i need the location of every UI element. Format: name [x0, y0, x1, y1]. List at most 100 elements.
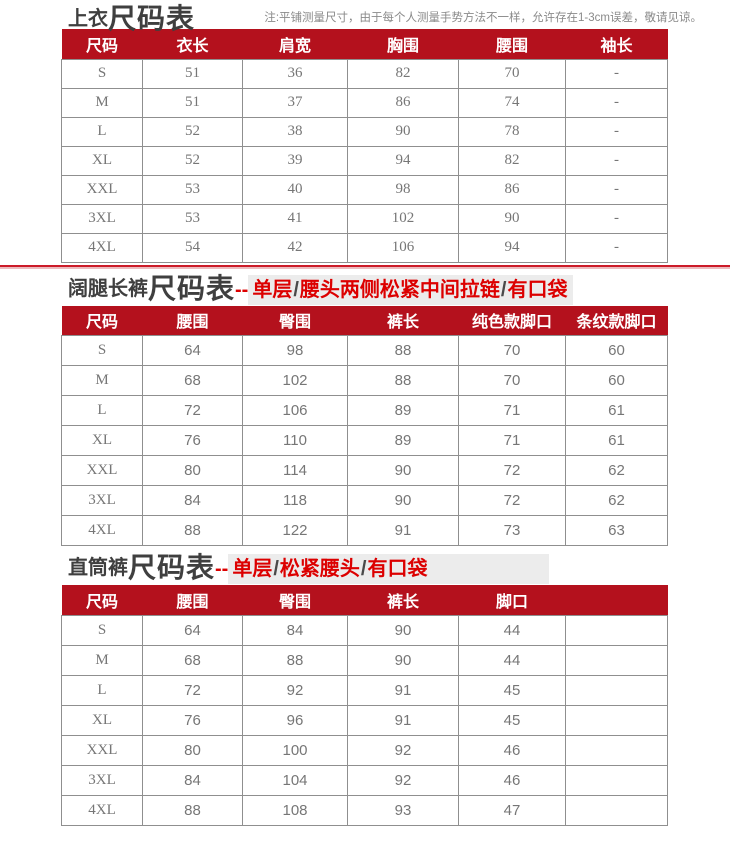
table-row: 3XL 53 41 102 90- — [61, 203, 668, 234]
value-cell: - — [565, 203, 668, 234]
value-cell: 82 — [347, 58, 459, 89]
value-cell: 52 — [142, 145, 243, 176]
tops-size-table: 尺码 衣长 肩宽 胸围 腰围 袖长 S 51 36 82 70- M 51 37 86 74- L 52 38 90… — [61, 29, 668, 263]
size-cell: XL — [61, 145, 143, 176]
size-cell: L — [61, 674, 143, 706]
value-cell: 90 — [347, 455, 459, 486]
value-cell: 46 — [458, 734, 566, 766]
value-cell: 73 — [458, 515, 566, 546]
value-cell: 80 — [142, 734, 243, 766]
value-cell: 90 — [347, 485, 459, 516]
value-cell: - — [565, 58, 668, 89]
column-header: 尺码 — [61, 29, 143, 59]
value-cell: 80 — [142, 455, 243, 486]
column-header: 脚口 — [458, 585, 566, 615]
table-row: S 64 84 90 44 — [61, 614, 668, 646]
size-cell: M — [61, 644, 143, 676]
straight-pants-title-annotation: 单层/松紧腰头/有口袋 — [228, 554, 550, 584]
value-cell: 106 — [347, 232, 459, 263]
value-cell: 88 — [242, 644, 348, 676]
value-cell — [565, 644, 668, 676]
table-row: 4XL 88 122 91 73 63 — [61, 515, 668, 546]
red-divider — [0, 264, 730, 267]
size-cell: XXL — [61, 734, 143, 766]
value-cell: 62 — [565, 455, 668, 486]
value-cell: 71 — [458, 425, 566, 456]
value-cell: 72 — [142, 395, 243, 426]
value-cell: 61 — [565, 395, 668, 426]
size-cell: XL — [61, 704, 143, 736]
value-cell: 98 — [242, 335, 348, 366]
title-dashes: -- — [215, 558, 229, 580]
value-cell: 62 — [565, 485, 668, 516]
size-cell: 4XL — [61, 232, 143, 263]
size-cell: S — [61, 58, 143, 89]
value-cell: 68 — [142, 365, 243, 396]
wide-leg-pants-title-annotation: 单层/腰头两侧松紧中间拉链/有口袋 — [248, 274, 574, 305]
column-header: 腰围 — [142, 305, 243, 336]
annotation-segment: 有口袋 — [367, 558, 428, 580]
straight-pants-title-large: 尺码表 — [128, 552, 216, 583]
value-cell: 70 — [458, 335, 566, 366]
size-cell: L — [61, 395, 143, 426]
wide-leg-pants-header-row: 尺码 腰围 臀围 裤长 纯色款脚口 条纹款脚口 — [61, 305, 668, 336]
column-header: 腰围 — [142, 585, 243, 615]
value-cell: 46 — [458, 764, 566, 796]
value-cell: 53 — [142, 203, 243, 234]
table-row: XL 76 96 91 45 — [61, 704, 668, 736]
value-cell — [565, 614, 668, 646]
table-row: XXL 53 40 98 86- — [61, 174, 668, 205]
value-cell: 102 — [347, 203, 459, 234]
straight-pants-title-row: 直筒裤 尺码表 -- 单层/松紧腰头/有口袋 — [68, 546, 702, 584]
slash-separator: / — [273, 558, 279, 580]
value-cell: 64 — [142, 335, 243, 366]
value-cell: 51 — [142, 87, 243, 118]
value-cell: 93 — [347, 794, 459, 826]
straight-pants-header-row: 尺码 腰围 臀围 裤长 脚口 — [61, 585, 668, 615]
column-header: 胸围 — [347, 29, 459, 59]
column-header: 袖长 — [565, 29, 668, 59]
column-header: 纯色款脚口 — [458, 305, 566, 336]
value-cell: 44 — [458, 644, 566, 676]
value-cell: 94 — [347, 145, 459, 176]
wide-leg-pants-size-chart-section: 阔腿长裤 尺码表 -- 单层/腰头两侧松紧中间拉链/有口袋 尺码 腰围 臀围 裤长 纯色… — [0, 271, 730, 546]
size-cell: XXL — [61, 174, 143, 205]
table-row: L 52 38 90 78- — [61, 116, 668, 147]
value-cell: 72 — [142, 674, 243, 706]
value-cell: 91 — [347, 515, 459, 546]
table-row: XL 76 110 89 71 61 — [61, 425, 668, 456]
value-cell — [565, 704, 668, 736]
value-cell: 92 — [347, 734, 459, 766]
wide-leg-pants-title-row: 阔腿长裤 尺码表 -- 单层/腰头两侧松紧中间拉链/有口袋 — [68, 271, 702, 305]
value-cell: 92 — [347, 764, 459, 796]
value-cell: 78 — [458, 116, 566, 147]
value-cell — [565, 734, 668, 766]
annotation-segment: 有口袋 — [507, 278, 568, 301]
wide-leg-pants-size-table: 尺码 腰围 臀围 裤长 纯色款脚口 条纹款脚口 S 64 98 88 70 60 M 68 102 88 70… — [61, 305, 668, 546]
tops-size-chart-section: 上衣 尺码表 注:平铺测量尺寸，由于每个人测量手势方法不一样，允许存在1-3cm… — [0, 0, 730, 263]
table-row: XL 52 39 94 82- — [61, 145, 668, 176]
size-cell: S — [61, 335, 143, 366]
value-cell: 45 — [458, 704, 566, 736]
value-cell: 76 — [142, 425, 243, 456]
table-row: S 64 98 88 70 60 — [61, 335, 668, 366]
value-cell: 88 — [142, 515, 243, 546]
value-cell: 54 — [142, 232, 243, 263]
value-cell: 72 — [458, 455, 566, 486]
value-cell: 76 — [142, 704, 243, 736]
table-row: M 51 37 86 74- — [61, 87, 668, 118]
value-cell: 118 — [242, 485, 348, 516]
value-cell: - — [565, 116, 668, 147]
annotation-segment: 单层 — [252, 278, 293, 301]
value-cell: 89 — [347, 395, 459, 426]
value-cell: 90 — [347, 614, 459, 646]
column-header: 条纹款脚口 — [565, 305, 668, 336]
value-cell: - — [565, 87, 668, 118]
value-cell: 53 — [142, 174, 243, 205]
table-row: L 72 106 89 71 61 — [61, 395, 668, 426]
value-cell: 88 — [347, 365, 459, 396]
value-cell: 38 — [242, 116, 348, 147]
size-cell: 4XL — [61, 515, 143, 546]
column-header: 尺码 — [61, 585, 143, 615]
size-cell: XL — [61, 425, 143, 456]
